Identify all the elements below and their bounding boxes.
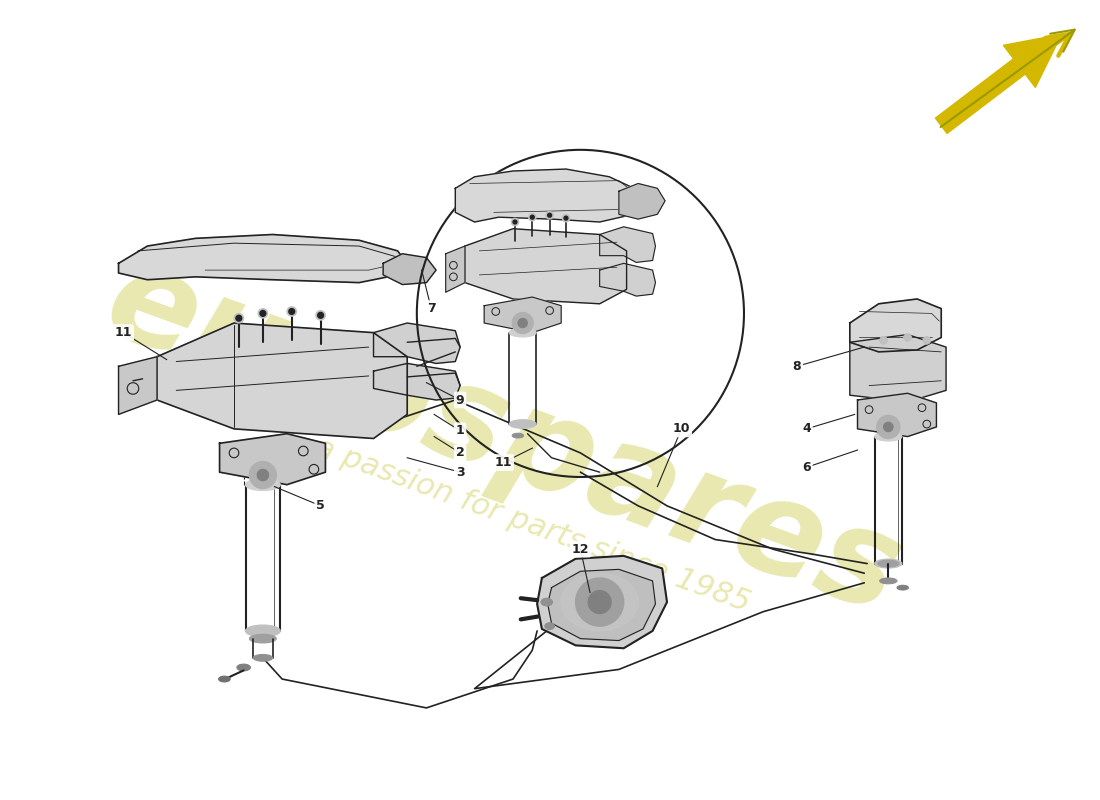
Ellipse shape xyxy=(544,622,554,630)
Circle shape xyxy=(588,590,612,614)
Text: 5: 5 xyxy=(316,499,324,512)
Text: 4: 4 xyxy=(802,422,811,435)
Polygon shape xyxy=(850,334,946,402)
Ellipse shape xyxy=(509,328,536,337)
Text: 9: 9 xyxy=(455,394,464,406)
Polygon shape xyxy=(119,234,407,282)
Ellipse shape xyxy=(880,578,896,584)
Ellipse shape xyxy=(896,586,909,590)
Circle shape xyxy=(530,215,535,219)
Circle shape xyxy=(512,218,519,226)
Polygon shape xyxy=(465,229,627,304)
Circle shape xyxy=(513,313,534,334)
Circle shape xyxy=(513,220,517,224)
Ellipse shape xyxy=(219,676,230,682)
Circle shape xyxy=(562,214,570,222)
Text: 6: 6 xyxy=(802,461,811,474)
Polygon shape xyxy=(374,323,460,363)
Circle shape xyxy=(546,211,553,219)
Polygon shape xyxy=(548,570,656,641)
Text: 8: 8 xyxy=(793,360,801,373)
Text: eurospares: eurospares xyxy=(89,236,917,641)
Circle shape xyxy=(258,309,267,318)
Text: a passion for parts since 1985: a passion for parts since 1985 xyxy=(310,433,754,618)
Polygon shape xyxy=(220,434,326,485)
Ellipse shape xyxy=(874,559,902,568)
Ellipse shape xyxy=(874,432,902,441)
Ellipse shape xyxy=(878,560,899,567)
Text: 7: 7 xyxy=(427,302,436,315)
Circle shape xyxy=(904,334,912,342)
Polygon shape xyxy=(537,556,667,648)
Ellipse shape xyxy=(236,664,251,671)
Circle shape xyxy=(518,318,528,328)
Circle shape xyxy=(287,306,297,316)
Text: 12: 12 xyxy=(572,542,590,556)
Polygon shape xyxy=(455,169,644,222)
Polygon shape xyxy=(858,394,936,437)
Polygon shape xyxy=(446,246,465,292)
Ellipse shape xyxy=(541,598,552,606)
Ellipse shape xyxy=(245,479,280,490)
FancyArrow shape xyxy=(935,34,1062,134)
Text: 10: 10 xyxy=(673,422,690,435)
Polygon shape xyxy=(619,183,666,219)
Circle shape xyxy=(318,313,323,318)
Circle shape xyxy=(250,462,276,489)
Ellipse shape xyxy=(245,625,280,637)
Circle shape xyxy=(880,337,888,344)
Polygon shape xyxy=(484,297,561,333)
Circle shape xyxy=(260,310,266,316)
Circle shape xyxy=(528,214,536,221)
Circle shape xyxy=(257,470,268,481)
Ellipse shape xyxy=(253,654,273,662)
Circle shape xyxy=(883,422,893,432)
Circle shape xyxy=(548,214,551,217)
Circle shape xyxy=(234,314,243,323)
Polygon shape xyxy=(850,299,942,352)
Ellipse shape xyxy=(561,573,638,631)
Polygon shape xyxy=(600,227,656,262)
Text: 11: 11 xyxy=(114,326,132,339)
Circle shape xyxy=(564,216,568,220)
Text: 3: 3 xyxy=(455,466,464,478)
Polygon shape xyxy=(119,357,157,414)
Text: 1: 1 xyxy=(455,424,464,438)
Ellipse shape xyxy=(250,634,276,643)
Polygon shape xyxy=(374,363,460,400)
Circle shape xyxy=(289,309,295,314)
Polygon shape xyxy=(600,263,656,296)
Circle shape xyxy=(575,578,624,626)
Circle shape xyxy=(316,310,326,320)
Circle shape xyxy=(923,337,931,344)
Polygon shape xyxy=(157,323,407,438)
Circle shape xyxy=(235,315,242,321)
Text: 2: 2 xyxy=(455,446,464,459)
Ellipse shape xyxy=(513,433,524,438)
Circle shape xyxy=(877,415,900,438)
Ellipse shape xyxy=(509,420,536,428)
Polygon shape xyxy=(383,254,436,285)
Text: 11: 11 xyxy=(495,456,513,469)
